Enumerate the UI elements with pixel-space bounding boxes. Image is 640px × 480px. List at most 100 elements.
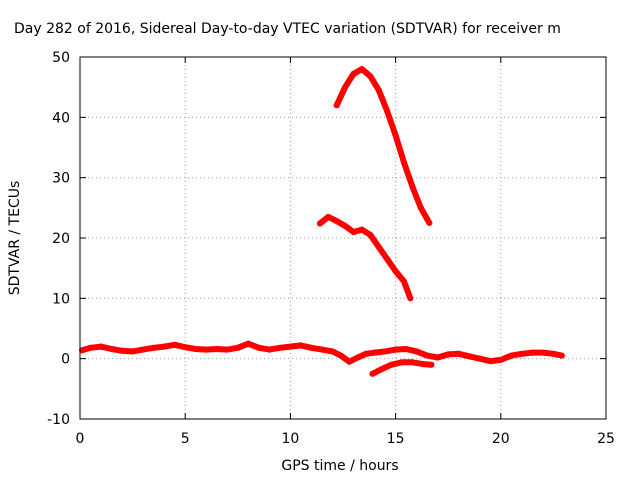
y-tick-label: 30 bbox=[52, 171, 70, 187]
y-tick-label: 20 bbox=[52, 231, 70, 247]
y-tick-label: -10 bbox=[47, 412, 70, 428]
data-point bbox=[434, 354, 441, 361]
data-point bbox=[426, 219, 433, 226]
data-point bbox=[409, 183, 416, 190]
data-point bbox=[455, 350, 462, 357]
data-point bbox=[342, 222, 349, 229]
chart-title: Day 282 of 2016, Sidereal Day-to-day VTE… bbox=[14, 21, 561, 37]
data-point bbox=[369, 370, 376, 377]
data-point bbox=[346, 358, 353, 365]
data-point bbox=[392, 346, 399, 353]
y-tick-label: 0 bbox=[61, 352, 70, 368]
data-point bbox=[409, 359, 416, 366]
data-point bbox=[234, 344, 241, 351]
data-point bbox=[371, 349, 378, 356]
data-point bbox=[342, 84, 349, 91]
data-point bbox=[550, 350, 557, 357]
y-tick-label: 10 bbox=[52, 291, 70, 307]
series-line-arc-b bbox=[316, 213, 414, 302]
data-point bbox=[529, 349, 536, 356]
data-point bbox=[98, 343, 104, 350]
data-point bbox=[182, 344, 189, 351]
data-point bbox=[329, 348, 336, 355]
data-point bbox=[245, 340, 252, 347]
data-point bbox=[140, 346, 147, 353]
data-point bbox=[558, 352, 565, 359]
data-point bbox=[325, 213, 332, 220]
data-point bbox=[358, 226, 365, 233]
data-point bbox=[358, 66, 365, 73]
data-point bbox=[476, 355, 483, 362]
data-point bbox=[497, 356, 504, 363]
data-point bbox=[508, 352, 515, 359]
data-point bbox=[384, 256, 391, 263]
data-point bbox=[276, 344, 283, 351]
data-point bbox=[377, 366, 384, 373]
data-series bbox=[79, 66, 565, 377]
data-point bbox=[319, 346, 325, 353]
data-point bbox=[171, 341, 178, 348]
data-point bbox=[382, 348, 389, 355]
data-point bbox=[466, 353, 473, 360]
data-point bbox=[487, 358, 494, 365]
data-point bbox=[287, 343, 294, 350]
data-point bbox=[119, 347, 126, 354]
data-point bbox=[428, 361, 435, 368]
x-axis-label: GPS time / hours bbox=[281, 458, 398, 474]
y-axis-label: SDTVAR / TECUs bbox=[7, 181, 23, 296]
data-point bbox=[224, 346, 231, 353]
data-point bbox=[108, 346, 115, 352]
data-point bbox=[403, 346, 410, 352]
x-tick-label: 0 bbox=[76, 431, 85, 447]
data-point bbox=[129, 348, 136, 355]
series-line-arc-a bbox=[333, 66, 433, 226]
axis-ticks: 0 5 10 15 20 25 -10 0 10 20 30 40 50 bbox=[47, 50, 615, 447]
data-point bbox=[87, 344, 94, 351]
data-point bbox=[297, 342, 304, 349]
y-tick-label: 40 bbox=[52, 110, 70, 126]
data-point bbox=[367, 73, 374, 80]
data-point bbox=[392, 132, 399, 139]
data-point bbox=[333, 218, 340, 225]
data-point bbox=[388, 361, 395, 368]
x-tick-label: 10 bbox=[281, 431, 299, 447]
data-point bbox=[354, 354, 361, 361]
data-point bbox=[413, 348, 420, 355]
y-tick-label: 50 bbox=[52, 50, 70, 66]
data-point bbox=[375, 244, 382, 251]
data-point bbox=[367, 232, 374, 238]
data-point bbox=[420, 361, 426, 368]
data-point bbox=[161, 343, 168, 350]
x-tick-label: 5 bbox=[181, 431, 190, 447]
data-point bbox=[79, 347, 86, 354]
data-point bbox=[203, 346, 210, 353]
data-point bbox=[213, 346, 220, 352]
data-point bbox=[375, 87, 382, 94]
data-point bbox=[445, 351, 452, 358]
data-point bbox=[392, 268, 399, 275]
data-point bbox=[401, 159, 407, 166]
data-point bbox=[407, 295, 414, 302]
data-point bbox=[518, 350, 525, 357]
data-point bbox=[539, 349, 546, 356]
data-point bbox=[398, 359, 405, 366]
data-point bbox=[333, 102, 340, 109]
data-point bbox=[316, 220, 323, 227]
data-point bbox=[363, 350, 370, 357]
data-point bbox=[266, 346, 273, 353]
data-point bbox=[337, 352, 344, 359]
data-point bbox=[350, 229, 357, 235]
data-point bbox=[424, 352, 431, 359]
data-point bbox=[255, 344, 262, 351]
data-point bbox=[384, 108, 391, 115]
x-tick-label: 25 bbox=[597, 431, 615, 447]
data-point bbox=[401, 278, 407, 285]
data-point bbox=[308, 344, 315, 351]
data-point bbox=[417, 204, 424, 211]
grid-lines bbox=[80, 57, 606, 419]
x-tick-label: 20 bbox=[492, 431, 510, 447]
data-point bbox=[350, 70, 357, 77]
data-point bbox=[150, 344, 157, 351]
data-point bbox=[192, 346, 199, 352]
